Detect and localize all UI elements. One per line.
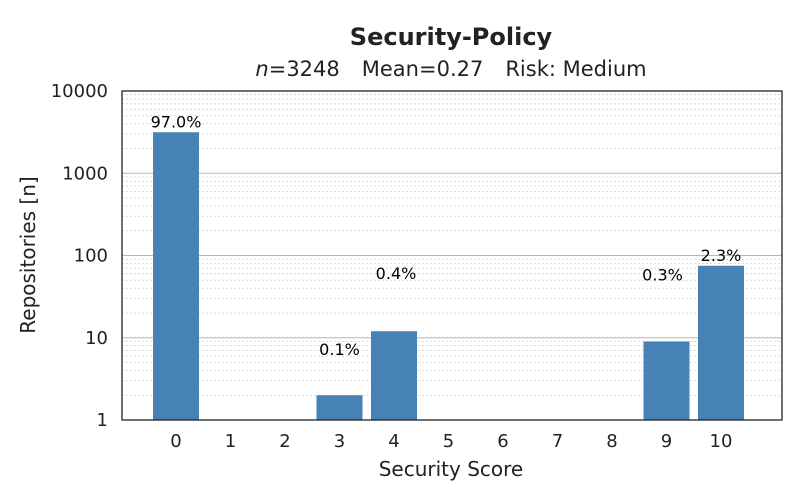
bar-score-10: [698, 265, 744, 420]
subtitle-n-value: =3248: [269, 57, 340, 81]
x-tick-label: 4: [388, 431, 399, 452]
gridlines: [122, 94, 782, 396]
x-tick-label: 7: [552, 431, 563, 452]
x-tick-label: 1: [225, 431, 236, 452]
data-label-score-4: 0.4%: [376, 264, 417, 283]
x-tick-label: 5: [443, 431, 454, 452]
x-tick-label: 10: [710, 431, 733, 452]
x-tick-label: 0: [170, 431, 181, 452]
bar-score-4: [371, 331, 417, 420]
bar-score-3: [316, 395, 363, 420]
x-tick-labels: 0 1 2 3 4 5 6 7 8 9 10: [170, 431, 732, 452]
x-tick-label: 2: [279, 431, 290, 452]
chart-subtitle: n=3248 Mean=0.27 Risk: Medium: [255, 57, 646, 81]
y-axis-label: Repositories [n]: [16, 176, 40, 333]
subtitle-n-symbol: n: [255, 57, 268, 81]
x-tick-label: 8: [606, 431, 617, 452]
y-tick-label: 10000: [51, 81, 108, 102]
y-tick-label: 10: [85, 328, 108, 349]
data-label-score-0: 97.0%: [151, 112, 202, 131]
data-label-score-9: 0.3%: [642, 266, 683, 285]
y-tick-label: 100: [74, 246, 108, 267]
bar-score-9: [643, 341, 690, 420]
y-tick-label: 1: [97, 410, 108, 431]
subtitle-mean: Mean=0.27: [362, 57, 484, 81]
subtitle-risk: Risk: Medium: [505, 57, 646, 81]
bar-score-0: [153, 132, 199, 420]
x-tick-label: 9: [661, 431, 672, 452]
bars: [153, 132, 744, 420]
plot-frame: [121, 90, 783, 421]
x-tick-label: 3: [334, 431, 345, 452]
y-tick-labels: 1 10 100 1000 10000: [51, 81, 108, 431]
chart-title: Security-Policy: [350, 23, 553, 51]
y-tick-label: 1000: [62, 163, 108, 184]
x-tick-label: 6: [497, 431, 508, 452]
data-labels: 97.0% 0.1% 0.4% 0.3% 2.3%: [151, 112, 742, 359]
x-axis-label: Security Score: [379, 457, 524, 481]
data-label-score-10: 2.3%: [701, 246, 742, 265]
data-label-score-3: 0.1%: [319, 340, 360, 359]
